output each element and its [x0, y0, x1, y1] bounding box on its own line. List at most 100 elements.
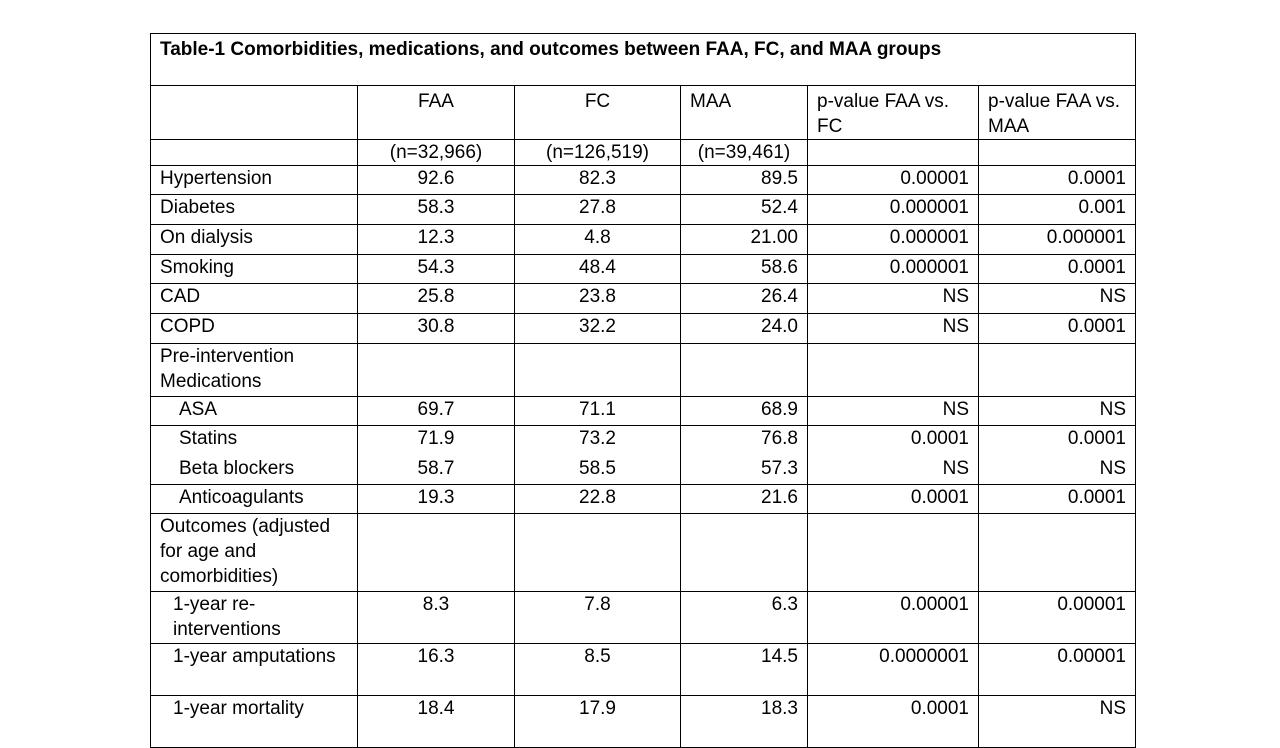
- sample-size-cell: [807, 139, 979, 166]
- value-cell: 16.3: [357, 643, 515, 696]
- table-row: Beta blockers 58.7 58.5 57.3 NS NS: [150, 455, 1136, 485]
- value-cell: 25.8: [357, 283, 515, 314]
- value-cell: 0.001: [978, 194, 1136, 225]
- value-cell: 0.000001: [807, 224, 979, 255]
- sample-size-cell: (n=32,966): [357, 139, 515, 166]
- table-row: Outcomes (adjusted for age and comorbidi…: [150, 513, 1136, 592]
- value-cell: [680, 513, 808, 592]
- value-cell: [978, 513, 1136, 592]
- value-cell: 0.00001: [978, 643, 1136, 696]
- row-label: CAD: [150, 283, 358, 314]
- value-cell: 7.8: [514, 591, 681, 644]
- column-header: p-value FAA vs. FC: [807, 85, 979, 140]
- value-cell: 54.3: [357, 254, 515, 284]
- value-cell: 69.7: [357, 396, 515, 426]
- sample-size-cell: (n=39,461): [680, 139, 808, 166]
- value-cell: 24.0: [680, 313, 808, 344]
- value-cell: 12.3: [357, 224, 515, 255]
- value-cell: 58.3: [357, 194, 515, 225]
- value-cell: [807, 513, 979, 592]
- value-cell: 30.8: [357, 313, 515, 344]
- column-header: MAA: [680, 85, 808, 140]
- value-cell: NS: [807, 396, 979, 426]
- table-row: 1-year mortality 18.4 17.9 18.3 0.0001 NS: [150, 695, 1136, 748]
- value-cell: 82.3: [514, 165, 681, 195]
- value-cell: 0.000001: [807, 254, 979, 284]
- row-label: Diabetes: [150, 194, 358, 225]
- value-cell: [514, 343, 681, 397]
- value-cell: 68.9: [680, 396, 808, 426]
- value-cell: 0.00001: [978, 591, 1136, 644]
- value-cell: 17.9: [514, 695, 681, 748]
- value-cell: 27.8: [514, 194, 681, 225]
- value-cell: 0.00001: [807, 165, 979, 195]
- table-row: 1-year amputations 16.3 8.5 14.5 0.0000001 0.…: [150, 643, 1136, 696]
- row-label: Pre-intervention Medications: [150, 343, 358, 397]
- value-cell: NS: [807, 313, 979, 344]
- value-cell: [978, 343, 1136, 397]
- value-cell: [357, 343, 515, 397]
- table-row: ASA 69.7 71.1 68.9 NS NS: [150, 396, 1136, 426]
- sample-size-cell: [150, 139, 358, 166]
- value-cell: 0.0001: [978, 313, 1136, 344]
- row-label: Beta blockers: [150, 455, 358, 485]
- value-cell: 8.3: [357, 591, 515, 644]
- value-cell: [807, 343, 979, 397]
- value-cell: 0.00001: [807, 591, 979, 644]
- value-cell: 22.8: [514, 484, 681, 514]
- value-cell: 57.3: [680, 455, 808, 485]
- value-cell: 6.3: [680, 591, 808, 644]
- value-cell: 52.4: [680, 194, 808, 225]
- table-row: Hypertension 92.6 82.3 89.5 0.00001 0.0001: [150, 165, 1136, 195]
- row-label: 1-year amputations: [150, 643, 358, 696]
- value-cell: 18.3: [680, 695, 808, 748]
- value-cell: 19.3: [357, 484, 515, 514]
- value-cell: 21.00: [680, 224, 808, 255]
- value-cell: 0.0001: [978, 425, 1136, 456]
- value-cell: NS: [978, 283, 1136, 314]
- value-cell: 0.0000001: [807, 643, 979, 696]
- value-cell: 23.8: [514, 283, 681, 314]
- value-cell: 0.000001: [807, 194, 979, 225]
- value-cell: NS: [978, 396, 1136, 426]
- table-row: 1-year re-interventions 8.3 7.8 6.3 0.00001 0…: [150, 591, 1136, 644]
- value-cell: [680, 343, 808, 397]
- column-header: [150, 85, 358, 140]
- table-row: CAD 25.8 23.8 26.4 NS NS: [150, 283, 1136, 314]
- value-cell: 0.0001: [978, 165, 1136, 195]
- row-label: Outcomes (adjusted for age and comorbidi…: [150, 513, 358, 592]
- value-cell: 48.4: [514, 254, 681, 284]
- table-title: Table-1 Comorbidities, medications, and …: [150, 33, 1136, 86]
- value-cell: 14.5: [680, 643, 808, 696]
- value-cell: 89.5: [680, 165, 808, 195]
- row-label: Hypertension: [150, 165, 358, 195]
- row-label: COPD: [150, 313, 358, 344]
- comorbidities-table: Table-1 Comorbidities, medications, and …: [150, 33, 1136, 748]
- value-cell: 0.0001: [807, 425, 979, 456]
- table-row: Anticoagulants 19.3 22.8 21.6 0.0001 0.0001: [150, 484, 1136, 514]
- value-cell: 4.8: [514, 224, 681, 255]
- value-cell: [357, 513, 515, 592]
- table-row: On dialysis 12.3 4.8 21.00 0.000001 0.000001: [150, 224, 1136, 255]
- sample-size-row: (n=32,966) (n=126,519) (n=39,461): [150, 139, 1136, 166]
- row-label: Smoking: [150, 254, 358, 284]
- row-label: Anticoagulants: [150, 484, 358, 514]
- table-body: Table-1 Comorbidities, medications, and …: [150, 33, 1136, 748]
- row-label: 1-year mortality: [150, 695, 358, 748]
- row-label: Statins: [150, 425, 358, 456]
- value-cell: 0.0001: [978, 484, 1136, 514]
- value-cell: 21.6: [680, 484, 808, 514]
- value-cell: 0.000001: [978, 224, 1136, 255]
- value-cell: NS: [807, 455, 979, 485]
- table-row: Statins 71.9 73.2 76.8 0.0001 0.0001: [150, 425, 1136, 456]
- row-label: On dialysis: [150, 224, 358, 255]
- table-row: Pre-intervention Medications: [150, 343, 1136, 397]
- value-cell: NS: [978, 695, 1136, 748]
- table-row: COPD 30.8 32.2 24.0 NS 0.0001: [150, 313, 1136, 344]
- row-label: 1-year re-interventions: [150, 591, 358, 644]
- value-cell: 58.7: [357, 455, 515, 485]
- sample-size-cell: [978, 139, 1136, 166]
- row-label: ASA: [150, 396, 358, 426]
- value-cell: [514, 513, 681, 592]
- title-row: Table-1 Comorbidities, medications, and …: [150, 33, 1136, 86]
